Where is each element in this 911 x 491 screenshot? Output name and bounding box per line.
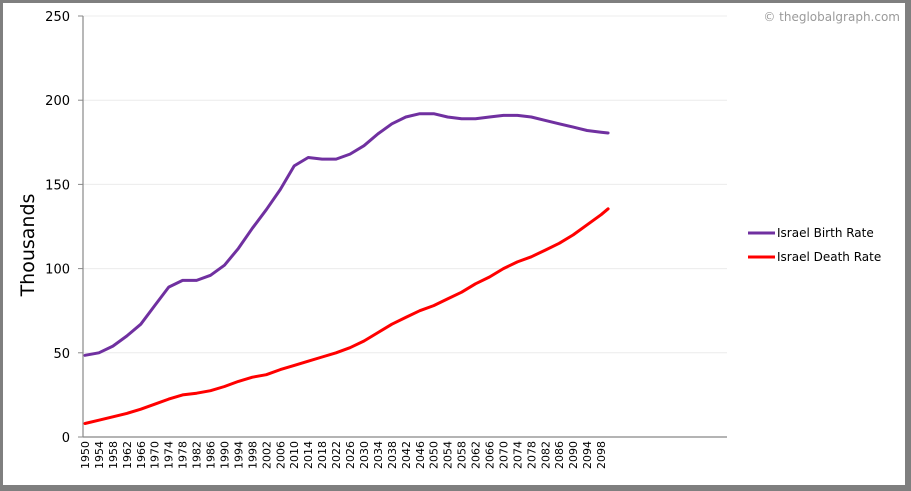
x-tick-label: 2018 (316, 441, 329, 469)
legend-death-label: Israel Death Rate (777, 250, 881, 264)
y-tick-label: 250 (45, 10, 70, 25)
y-tick-label: 0 (62, 431, 70, 446)
x-tick-label: 1958 (107, 441, 120, 469)
x-tick-label: 2050 (428, 441, 441, 469)
x-tick-label: 2006 (274, 441, 287, 469)
death-rate-line (83, 207, 610, 425)
x-tick-label: 2034 (372, 441, 385, 469)
legend-birth-label: Israel Birth Rate (777, 226, 874, 240)
x-tick-label: 2098 (595, 441, 608, 469)
y-tick-label: 50 (53, 347, 70, 362)
x-tick-label: 1986 (205, 441, 218, 469)
x-tick-label: 2070 (497, 441, 510, 469)
x-tick-label: 2094 (581, 441, 594, 469)
x-tick-label: 2078 (525, 441, 538, 469)
x-tick-label: 1982 (191, 441, 204, 469)
gridlines (83, 15, 727, 354)
x-tick-label: 2058 (456, 441, 469, 469)
x-tick-label: 2086 (553, 441, 566, 469)
x-tick-label: 1954 (93, 441, 106, 469)
x-axis-ticks: 1950 1954 1958 1962 1966 1970 1974 1978 1982 1986… (79, 441, 608, 469)
axes (82, 16, 727, 438)
x-tick-label: 1990 (218, 441, 231, 469)
y-axis-label: Thousands (17, 194, 39, 298)
y-axis-ticks: 0 50 100 150 200 250 (45, 10, 83, 446)
legend: Israel Birth Rate Israel Death Rate (748, 226, 881, 264)
x-tick-label: 2054 (442, 441, 455, 469)
x-tick-label: 2014 (302, 441, 315, 469)
x-tick-label: 2030 (358, 441, 371, 469)
x-tick-label: 1970 (149, 441, 162, 469)
x-tick-label: 2082 (539, 441, 552, 469)
y-tick-label: 100 (45, 263, 70, 278)
x-tick-label: 2026 (344, 441, 357, 469)
watermark: © theglobalgraph.com (763, 10, 900, 24)
y-tick-label: 150 (45, 178, 70, 193)
x-tick-label: 2022 (330, 441, 343, 469)
x-tick-label: 1962 (121, 441, 134, 469)
x-tick-label: 2090 (567, 441, 580, 469)
x-tick-label: 1950 (79, 441, 92, 469)
x-tick-label: 1974 (163, 441, 176, 469)
x-tick-label: 1998 (246, 441, 259, 469)
x-tick-label: 1978 (177, 441, 190, 469)
x-tick-label: 2074 (511, 441, 524, 469)
x-tick-label: 2042 (400, 441, 413, 469)
x-tick-label: 2010 (288, 441, 301, 469)
x-tick-label: 1966 (135, 441, 148, 469)
birth-rate-line (83, 112, 610, 357)
x-tick-label: 2066 (483, 441, 496, 469)
x-tick-label: 2002 (260, 441, 273, 469)
x-tick-label: 1994 (232, 441, 245, 469)
y-tick-label: 200 (45, 94, 70, 109)
x-tick-label: 2062 (470, 441, 483, 469)
x-tick-label: 2046 (414, 441, 427, 469)
series-lines (83, 112, 610, 425)
x-tick-label: 2038 (386, 441, 399, 469)
